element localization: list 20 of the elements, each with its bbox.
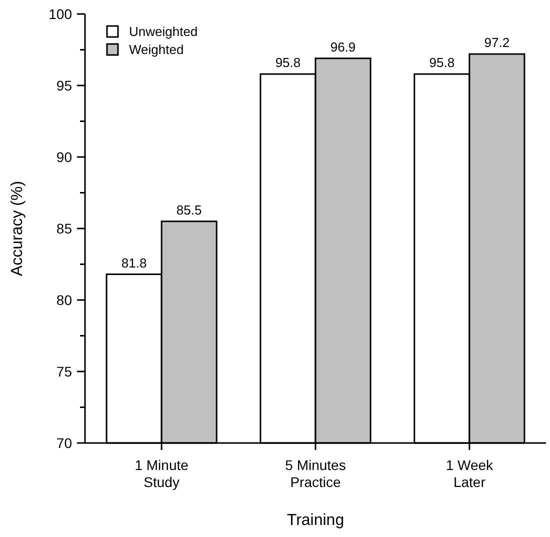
y-tick-label: 80 bbox=[56, 292, 72, 308]
legend-label: Unweighted bbox=[129, 24, 198, 39]
y-tick-label: 85 bbox=[56, 220, 72, 236]
data-label: 95.8 bbox=[429, 55, 455, 70]
data-label: 81.8 bbox=[121, 255, 147, 270]
legend-label: Weighted bbox=[129, 42, 184, 57]
data-label: 95.8 bbox=[275, 55, 301, 70]
x-tick-label: 5 Minutes Practice bbox=[285, 457, 346, 490]
x-axis-title: Training bbox=[286, 512, 344, 529]
x-tick-label: 1 Week Later bbox=[446, 457, 494, 490]
y-tick-label: 100 bbox=[48, 6, 72, 22]
y-tick-label: 95 bbox=[56, 77, 72, 94]
y-axis-title: Accuracy (%) bbox=[9, 180, 26, 276]
x-tick-label: 1 Minute Study bbox=[134, 457, 189, 490]
data-label: 96.9 bbox=[330, 39, 356, 54]
data-label: 85.5 bbox=[176, 202, 202, 218]
y-tick-label: 75 bbox=[56, 363, 72, 380]
y-tick-label: 90 bbox=[56, 148, 72, 165]
data-label: 97.2 bbox=[484, 35, 510, 50]
y-tick-label: 70 bbox=[56, 434, 72, 451]
